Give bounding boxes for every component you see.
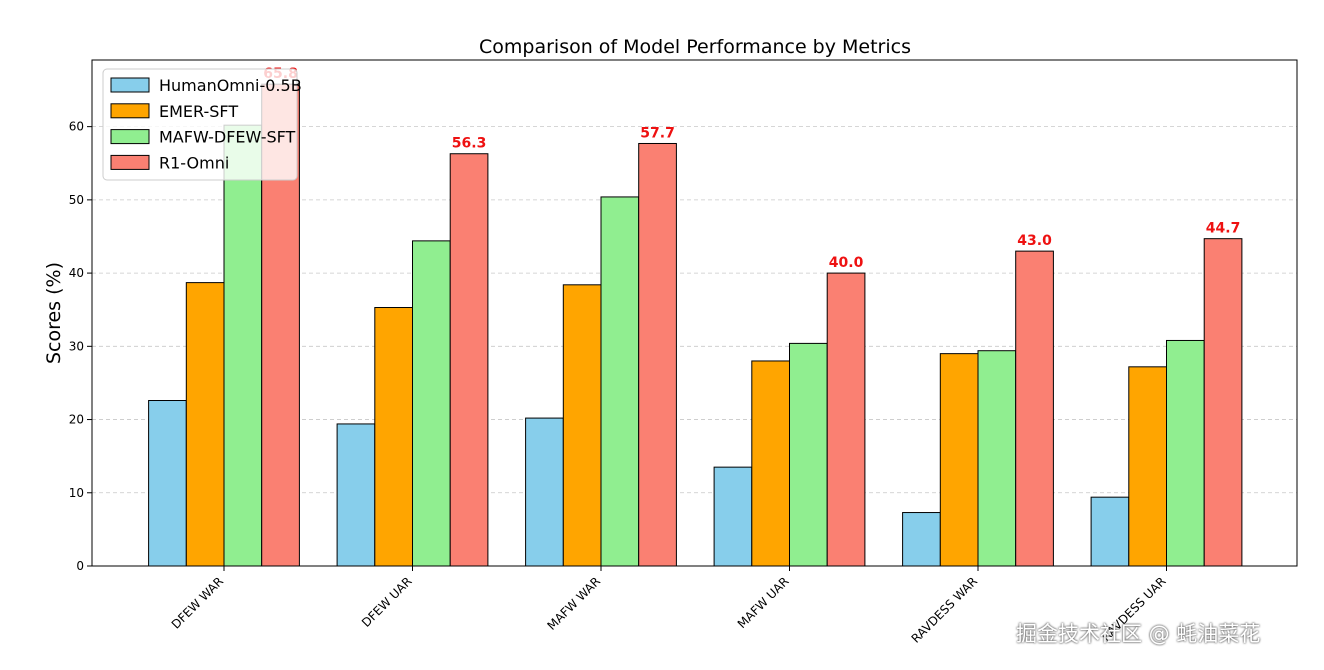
bar-humanomni-0-5b — [336, 423, 376, 567]
y-tick-label: 20 — [69, 413, 84, 427]
y-tick-label: 10 — [69, 486, 84, 500]
bar-emer-sft — [1128, 366, 1168, 567]
gridlines — [92, 126, 1297, 494]
bars — [148, 83, 1243, 567]
y-tick-label: 60 — [69, 120, 84, 134]
bar-emer-sft — [562, 284, 602, 567]
bar-r1-omni — [1203, 238, 1243, 567]
watermark: 掘金技术社区 @ 蚝油菜花 — [1016, 622, 1261, 646]
legend-label: R1-Omni — [159, 153, 229, 172]
data-labels: 65.856.357.740.043.044.7 — [263, 66, 1240, 271]
legend-swatch — [110, 103, 150, 119]
bar-r1-omni — [638, 142, 677, 567]
bar-humanomni-0-5b — [902, 512, 941, 567]
bar-r1-omni — [826, 272, 866, 567]
legend-label: HumanOmni-0.5B — [159, 76, 302, 95]
bar-emer-sft — [939, 353, 979, 567]
bar-mafw-dfew-sft — [1166, 339, 1205, 567]
bar-mafw-dfew-sft — [977, 350, 1017, 567]
bar-humanomni-0-5b — [713, 466, 753, 567]
bar-humanomni-0-5b — [148, 400, 187, 567]
y-ticks: 0 10 20 30 40 50 60 — [69, 120, 92, 573]
bar-mafw-dfew-sft — [789, 342, 828, 567]
y-tick-label: 30 — [69, 339, 84, 353]
y-tick-label: 0 — [76, 559, 84, 573]
x-tick-label: MAFW WAR — [544, 574, 603, 633]
x-tick-label: DFEW UAR — [359, 574, 415, 630]
bar-emer-sft — [185, 282, 225, 567]
x-tick-label: RAVDESS WAR — [909, 574, 981, 646]
legend-swatch — [110, 129, 150, 145]
bar-r1-omni — [449, 153, 489, 567]
y-tick-label: 40 — [69, 266, 84, 280]
data-label: 56.3 — [452, 136, 487, 152]
plot-frame — [91, 59, 1298, 567]
data-label: 40.0 — [829, 255, 864, 271]
legend: HumanOmni-0.5B EMER-SFT MAFW-DFEW-SFT R1-Om… — [102, 68, 302, 181]
legend-swatch — [110, 77, 150, 93]
chart-title: Comparison of Model Performance by Metri… — [479, 36, 911, 58]
y-axis-label: Scores (%) — [43, 262, 65, 364]
bar-mafw-dfew-sft — [600, 196, 640, 567]
data-label: 44.7 — [1206, 221, 1241, 237]
bar-emer-sft — [751, 360, 790, 567]
x-tick-label: DFEW WAR — [169, 574, 226, 631]
bar-humanomni-0-5b — [525, 417, 564, 567]
legend-label: MAFW-DFEW-SFT — [159, 128, 296, 147]
legend-label: EMER-SFT — [159, 102, 238, 121]
bar-r1-omni — [1015, 250, 1054, 567]
bar-mafw-dfew-sft — [412, 240, 451, 567]
data-label: 57.7 — [640, 125, 675, 141]
y-tick-label: 50 — [69, 193, 84, 207]
bar-emer-sft — [374, 307, 413, 567]
legend-swatch — [110, 154, 150, 170]
bar-humanomni-0-5b — [1090, 496, 1130, 567]
data-label: 43.0 — [1017, 233, 1052, 249]
legend-box — [102, 68, 298, 181]
bar-mafw-dfew-sft — [223, 124, 263, 567]
x-tick-label: MAFW UAR — [735, 574, 792, 631]
